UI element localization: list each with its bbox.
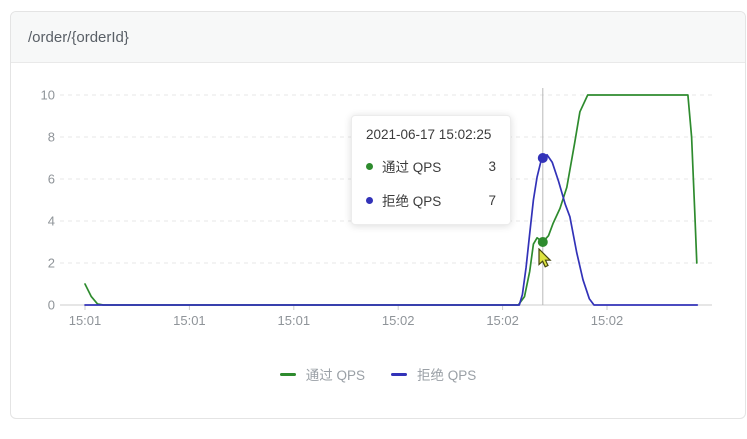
y-tick-label: 2 [48, 256, 55, 271]
chart-tooltip: 2021-06-17 15:02:25 通过 QPS 3 拒绝 QPS 7 [351, 115, 511, 225]
x-tick-label: 15:02 [486, 313, 519, 328]
chart-legend: 通过 QPS 拒绝 QPS [10, 364, 746, 384]
tooltip-series-value: 7 [488, 192, 496, 208]
legend-label: 拒绝 QPS [417, 368, 477, 383]
y-tick-label: 8 [48, 130, 55, 145]
y-tick-label: 4 [48, 214, 55, 229]
marker-dot-block [537, 153, 548, 163]
card-header: /order/{orderId} [11, 12, 745, 63]
y-tick-label: 0 [48, 298, 55, 313]
x-tick-label: 15:01 [173, 313, 206, 328]
tooltip-row: 拒绝 QPS 7 [366, 190, 496, 210]
legend-item-block[interactable]: 拒绝 QPS [391, 364, 476, 384]
x-tick-label: 15:02 [591, 313, 624, 328]
tooltip-series-dot-icon [366, 196, 373, 204]
tooltip-rows: 通过 QPS 3 拒绝 QPS 7 [366, 156, 496, 210]
marker-dot-pass [537, 237, 548, 247]
legend-label: 通过 QPS [305, 368, 365, 383]
y-tick-label: 6 [48, 172, 55, 187]
resource-qps-card: /order/{orderId} [10, 11, 746, 419]
x-axis-labels: 15:01 15:01 15:01 15:02 15:02 15:02 [69, 313, 624, 328]
x-tick-label: 15:01 [278, 313, 311, 328]
legend-dash-icon [391, 372, 407, 376]
tooltip-series-value: 3 [488, 158, 496, 174]
legend-item-pass[interactable]: 通过 QPS [279, 364, 365, 384]
tooltip-series-name: 拒绝 QPS [382, 194, 442, 209]
tooltip-series-name: 通过 QPS [382, 160, 442, 175]
y-axis-labels: 0 2 4 6 8 10 [41, 88, 55, 313]
x-tick-label: 15:02 [382, 313, 415, 328]
y-tick-label: 10 [41, 88, 55, 103]
tooltip-timestamp: 2021-06-17 15:02:25 [366, 127, 492, 142]
tooltip-series-dot-icon [366, 162, 373, 170]
x-tick-label: 15:01 [69, 313, 102, 328]
resource-title: /order/{orderId} [28, 28, 129, 46]
tooltip-row: 通过 QPS 3 [366, 156, 496, 176]
legend-dash-icon [279, 372, 296, 376]
